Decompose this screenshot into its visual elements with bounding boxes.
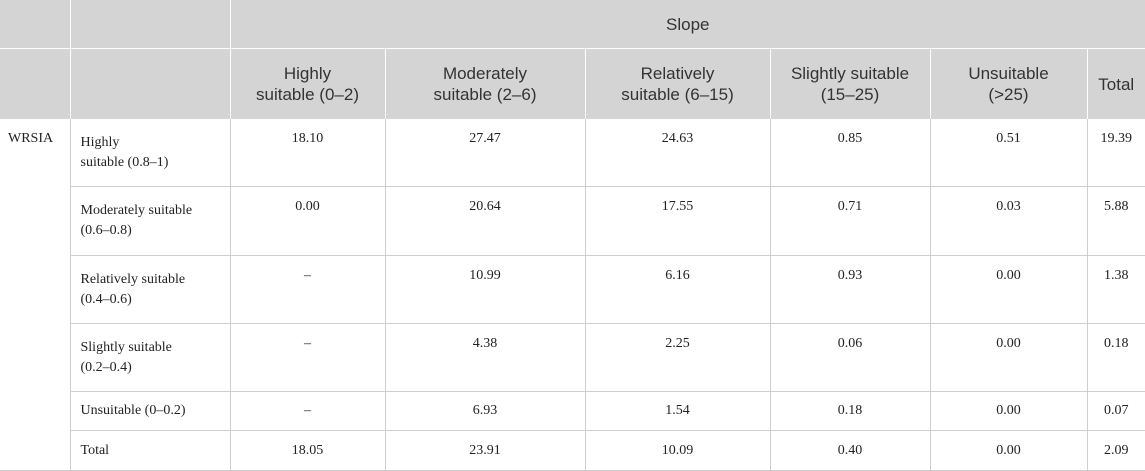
table-row: Slightly suitable (0.2–0.4) – 4.38 2.25 0… <box>0 323 1145 392</box>
table-row: Moderately suitable (0.6–0.8) 0.00 20.64 … <box>0 186 1145 256</box>
table-cell: 19.39 <box>1086 119 1145 187</box>
table-cell: – <box>229 323 385 392</box>
table-cell: 0.51 <box>929 119 1087 187</box>
table-row: Unsuitable (0–0.2) – 6.93 1.54 0.18 0.00… <box>0 391 1145 431</box>
table-row: Relatively suitable (0.4–0.6) – 10.99 6.1… <box>0 255 1145 324</box>
table-cell: 4.38 <box>384 323 585 392</box>
row-label: Unsuitable (0–0.2) <box>69 391 230 431</box>
row-label-line1: Moderately suitable <box>80 203 193 218</box>
row-label: Relatively suitable (0.4–0.6) <box>69 255 230 324</box>
table-cell: 0.03 <box>929 186 1087 256</box>
table-cell: 24.63 <box>584 119 770 187</box>
column-header-line2: suitable (0–2) <box>255 85 359 104</box>
table-cell: 17.55 <box>584 186 770 256</box>
table-row-total: Total 18.05 23.91 10.09 0.40 0.00 2.09 <box>0 430 1145 471</box>
column-header-line2: (15–25) <box>820 85 880 104</box>
table-cell: – <box>229 255 385 324</box>
column-header: Highly suitable (0–2) <box>229 48 385 119</box>
table-cell: 18.05 <box>229 430 385 471</box>
row-label-line1: Relatively suitable <box>80 271 186 287</box>
header-corner-3 <box>0 48 70 119</box>
row-label: Total <box>69 430 230 471</box>
column-header: Moderately suitable (2–6) <box>384 48 585 119</box>
row-label-line2: (0.4–0.6) <box>80 291 132 307</box>
table-cell: 0.71 <box>769 186 930 256</box>
table-cell: 1.38 <box>1086 255 1145 324</box>
table-cell: 0.00 <box>929 323 1087 392</box>
table-cell: 20.64 <box>384 186 585 256</box>
row-label-line1: Highly <box>80 134 120 150</box>
column-header: Relatively suitable (6–15) <box>584 48 770 119</box>
table-row: WRSIA Highly suitable (0.8–1) 18.10 27.47… <box>0 119 1145 471</box>
header-corner-4 <box>69 48 230 119</box>
table-cell: 0.93 <box>769 255 930 324</box>
column-header: Unsuitable (>25) <box>929 48 1087 119</box>
row-label: Moderately suitable (0.6–0.8) <box>69 186 230 256</box>
table-cell: 5.88 <box>1086 186 1145 256</box>
header-slope-group: Slope <box>229 0 1145 49</box>
column-header-line1: Slightly suitable <box>790 64 910 83</box>
table-cell: 2.25 <box>584 323 770 392</box>
table-cell: 27.47 <box>384 119 585 187</box>
header-corner-1 <box>0 0 70 49</box>
row-label-line2: (0.6–0.8) <box>80 223 132 238</box>
column-header-line2: (>25) <box>988 85 1029 104</box>
table-cell: 2.09 <box>1086 430 1145 471</box>
column-header-line2: suitable (2–6) <box>433 85 537 104</box>
header-corner-2 <box>69 0 230 49</box>
table-cell: 1.54 <box>584 391 770 431</box>
table-cell: 23.91 <box>384 430 585 471</box>
row-label-line1: Slightly suitable <box>80 339 172 355</box>
row-label: Slightly suitable (0.2–0.4) <box>69 323 230 392</box>
table-cell: 6.16 <box>584 255 770 324</box>
column-header: Slightly suitable (15–25) <box>769 48 930 119</box>
header-row-columns: Highly suitable (0–2) Moderately suitable … <box>0 48 1145 119</box>
table-cell: 0.85 <box>769 119 930 187</box>
row-label: Highly suitable (0.8–1) <box>69 119 230 187</box>
row-group-label: WRSIA <box>0 119 70 471</box>
column-header-total: Total <box>1086 48 1145 119</box>
table-cell: 0.00 <box>929 391 1087 431</box>
table-cell: 18.10 <box>229 119 385 187</box>
row-label-line2: (0.2–0.4) <box>80 359 132 375</box>
header-row-group: Slope <box>0 0 1145 49</box>
column-header-line1: Unsuitable <box>968 64 1049 83</box>
table-cell: 6.93 <box>384 391 585 431</box>
table-cell: 0.07 <box>1086 391 1145 431</box>
column-header-line1: Highly <box>283 64 332 83</box>
table-cell: 0.00 <box>929 255 1087 324</box>
column-header-line2: suitable (6–15) <box>621 85 734 104</box>
table-cell: 0.06 <box>769 323 930 392</box>
table-cell: 0.40 <box>769 430 930 471</box>
table-cell: – <box>229 391 385 431</box>
table-cell: 10.99 <box>384 255 585 324</box>
table-cell: 10.09 <box>584 430 770 471</box>
column-header-line1: Moderately <box>442 64 528 83</box>
row-label-line2: suitable (0.8–1) <box>80 154 169 170</box>
table-cell: 0.18 <box>1086 323 1145 392</box>
table-cell: 0.00 <box>229 186 385 256</box>
table-cell: 0.18 <box>769 391 930 431</box>
column-header-line1: Relatively <box>640 64 715 83</box>
table-cell: 0.00 <box>929 430 1087 471</box>
